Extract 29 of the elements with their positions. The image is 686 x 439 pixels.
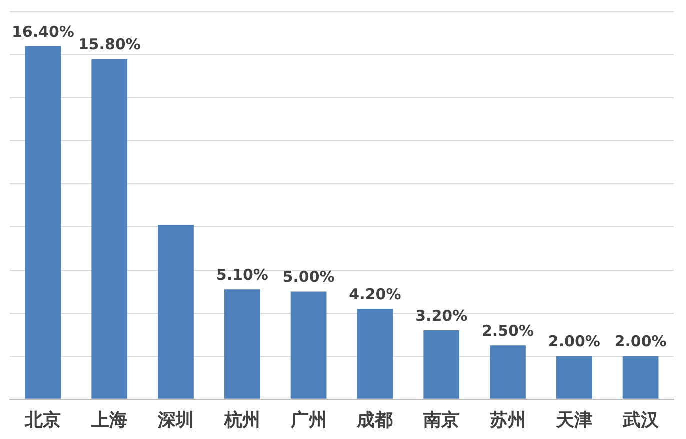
bar	[158, 225, 194, 399]
bar	[490, 346, 526, 399]
bar	[622, 356, 659, 399]
x-tick-label: 上海	[90, 410, 128, 431]
bar	[92, 59, 128, 399]
data-label: 15.80%	[78, 36, 141, 54]
data-label: 2.00%	[614, 332, 667, 351]
x-tick-label: 武汉	[622, 410, 660, 431]
x-tick-label: 深圳	[157, 410, 194, 431]
data-label: 16.40%	[12, 22, 74, 41]
x-tick-label: 成都	[356, 410, 394, 431]
x-tick-label: 北京	[24, 410, 62, 431]
data-label: 5.10%	[216, 266, 268, 284]
x-tick-label: 天津	[555, 410, 592, 431]
x-tick-label: 杭州	[223, 410, 260, 431]
x-tick-label: 南京	[422, 410, 460, 431]
data-label: 2.00%	[548, 332, 600, 351]
data-label: 3.20%	[416, 306, 468, 325]
data-label: 5.00%	[282, 268, 335, 286]
bar	[25, 46, 62, 399]
bar	[357, 309, 394, 399]
data-label: 4.20%	[349, 285, 402, 304]
bar	[290, 292, 327, 399]
data-label: 2.50%	[482, 322, 534, 340]
x-tick-label: 苏州	[489, 410, 526, 431]
bar	[424, 330, 460, 399]
x-tick-label: 广州	[290, 410, 327, 431]
bar	[556, 356, 592, 399]
bar	[224, 290, 260, 399]
